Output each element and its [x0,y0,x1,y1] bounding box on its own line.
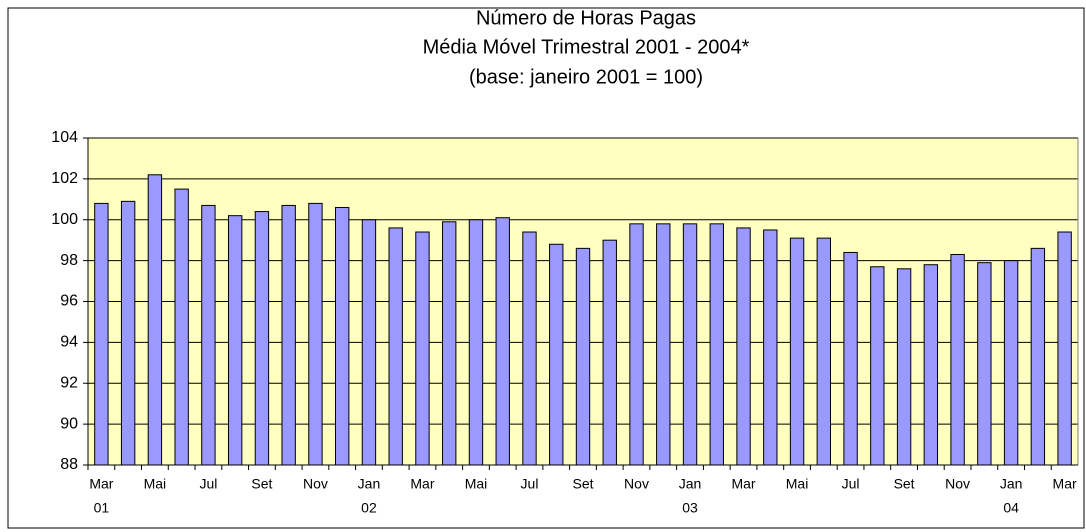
bar [308,202,323,466]
bar [174,188,189,466]
x-year-label: 02 [361,500,377,516]
bar [602,239,617,466]
x-tick-label: Jan [358,476,381,492]
bar [870,266,885,466]
x-tick-label: Nov [624,476,649,492]
x-tick-label: Jul [842,476,860,492]
bar [94,202,109,466]
bar [388,227,403,466]
bar [147,174,163,466]
chart-subtitle: Média Móvel Trimestral 2001 - 2004* [423,36,750,58]
bar [736,227,751,466]
x-tick-label: Mai [465,476,488,492]
bar [281,204,296,466]
x-tick-label: Mai [786,476,809,492]
x-tick-label: Set [251,476,272,492]
bar [254,211,270,466]
x-tick-label: Mar [1053,476,1077,492]
y-tick-label: 94 [60,334,78,351]
bar [415,231,430,466]
bar [896,268,912,466]
y-tick-label: 100 [51,211,78,228]
bar [120,200,136,466]
bar [629,223,644,466]
bar [1003,260,1019,466]
bar [361,219,377,466]
y-tick-label: 98 [60,252,78,269]
x-tick-label: Jan [679,476,702,492]
bar [763,229,778,466]
y-tick-label: 104 [51,129,78,146]
bar [335,206,350,466]
x-tick-label: Mar [731,476,755,492]
x-tick-label: Set [894,476,915,492]
bar [468,219,484,466]
bar [227,215,243,466]
x-tick-label: Mar [410,476,434,492]
bar [950,253,965,466]
x-year-label: 03 [682,500,698,516]
y-tick-label: 102 [51,170,78,187]
bar [575,247,591,466]
x-tick-label: Jan [1000,476,1023,492]
bar [709,223,724,466]
x-tick-label: Mai [144,476,167,492]
x-tick-label: Nov [303,476,328,492]
bar [1057,231,1072,466]
x-tick-label: Jul [521,476,539,492]
bar [656,223,671,466]
x-tick-label: Mar [89,476,113,492]
bar [923,264,939,466]
bar [549,243,564,466]
bar [682,223,698,466]
y-tick-label: 88 [60,456,78,473]
x-year-label: 04 [1003,500,1019,516]
bar [1030,247,1046,466]
bar [816,237,832,466]
x-tick-label: Nov [945,476,970,492]
y-tick-label: 90 [60,415,78,432]
bar [843,251,858,466]
chart-title: Número de Horas Pagas [476,7,696,29]
y-tick-label: 92 [60,374,78,391]
x-tick-label: Set [572,476,593,492]
bar [495,217,510,466]
bar [442,221,457,466]
x-tick-label: Jul [199,476,217,492]
y-tick-label: 96 [60,293,78,310]
chart-subtitle: (base: janeiro 2001 = 100) [469,66,703,88]
bar [522,231,537,466]
bar [789,237,805,466]
bar [201,204,216,466]
bar [977,262,992,466]
x-year-label: 01 [94,500,110,516]
